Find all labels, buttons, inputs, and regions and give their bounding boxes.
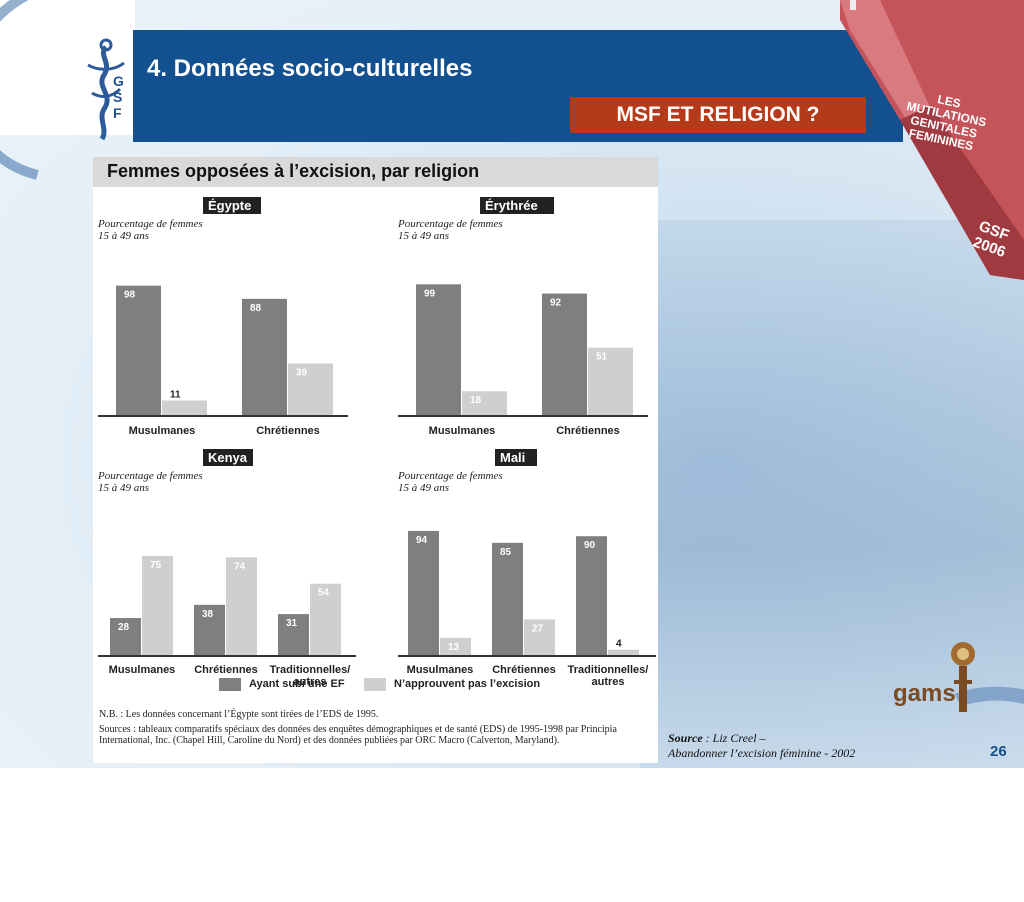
- chart-category-label: Musulmanes: [429, 425, 496, 437]
- country-label-bg: [203, 197, 261, 214]
- chart-axis-line: [398, 655, 656, 657]
- chart-category-label: Musulmanes: [109, 664, 176, 676]
- chart-bar: [116, 285, 161, 415]
- gams-figure-icon: [951, 642, 975, 712]
- country-label: Mali: [500, 450, 525, 465]
- chart-data-label: 27: [532, 623, 544, 634]
- legend-label-series2: N’approuvent pas l’excision: [394, 678, 541, 690]
- chart-category-label-line2: autres: [591, 676, 624, 688]
- chart-bar: [576, 536, 607, 655]
- chart-category-label: Chrétiennes: [194, 664, 258, 676]
- chart-data-label: 31: [286, 618, 298, 629]
- chart-bar: [110, 618, 141, 655]
- chart-category-label: Musulmanes: [129, 425, 196, 437]
- chart-bar: [408, 530, 439, 655]
- source-author: : Liz Creel –: [702, 731, 766, 745]
- chart-bar: [142, 556, 173, 655]
- chart-bar: [416, 284, 461, 415]
- chart-data-label: 75: [150, 560, 162, 571]
- source-label: Source: [668, 731, 703, 745]
- chart-data-label: 18: [470, 395, 482, 406]
- chart-axis-line: [98, 655, 356, 657]
- chart-bar: [524, 619, 555, 655]
- country-label-bg: [495, 449, 537, 466]
- panel-title: Femmes opposées à l’excision, par religi…: [93, 157, 658, 187]
- chart-data-label: 94: [416, 535, 428, 546]
- chart-data-label: 92: [550, 298, 562, 309]
- chart-panel: Femmes opposées à l’excision, par religi…: [93, 157, 658, 763]
- slide-title: 4. Données socio-culturelles: [147, 55, 473, 82]
- gsf-logo-letters: G S F: [113, 73, 124, 121]
- chart-subtitle-line2: 15 à 49 ans: [398, 230, 449, 242]
- chart-bar: [162, 400, 207, 415]
- chart-category-label-line2: autres: [293, 676, 326, 688]
- country-label-bg: [203, 449, 253, 466]
- gams-logo: gams: [893, 680, 956, 707]
- book-cover-icon: [840, 0, 1024, 280]
- chart-data-label: 88: [250, 303, 262, 314]
- country-label-bg: [480, 197, 554, 214]
- chart-data-label: 39: [296, 368, 308, 379]
- chart-bar: [288, 363, 333, 415]
- note-sources: Sources : tableaux comparatifs spéciaux …: [99, 724, 617, 746]
- chart-bar: [226, 557, 257, 655]
- chart-data-label: 74: [234, 561, 246, 572]
- chart-category-label: Chrétiennes: [492, 664, 556, 676]
- chart-bar: [462, 391, 507, 415]
- chart-data-label: 54: [318, 588, 330, 599]
- note-nb: N.B. : Les données concernant l’Égypte s…: [99, 709, 379, 720]
- chart-category-label: Chrétiennes: [256, 425, 320, 437]
- legend-label-series1: Ayant subi une EF: [249, 678, 345, 690]
- chart-data-label: 85: [500, 547, 512, 558]
- chart-data-label: 28: [118, 622, 130, 633]
- chart-bar: [608, 649, 639, 655]
- legend-swatch-series2: [364, 678, 386, 691]
- topic-badge: MSF ET RELIGION ?: [570, 97, 866, 133]
- chart-data-label: 38: [202, 609, 214, 620]
- chart-bar: [542, 293, 587, 415]
- chart-subtitle-line2: 15 à 49 ans: [98, 482, 149, 494]
- chart-category-label: Traditionnelles/: [568, 664, 649, 676]
- logo-letter-g: G: [113, 73, 124, 89]
- chart-bar: [310, 583, 341, 655]
- country-label: Érythrée: [485, 198, 538, 213]
- chart-data-label: 99: [424, 288, 436, 299]
- chart-bar: [588, 347, 633, 415]
- chart-data-label: 13: [448, 642, 460, 653]
- chart-bar: [194, 604, 225, 655]
- logo-letter-s: S: [113, 89, 123, 105]
- chart-category-label: Traditionnelles/: [270, 664, 351, 676]
- chart-data-label: 4: [616, 639, 622, 650]
- chart-subtitle-line1: Pourcentage de femmes: [97, 470, 203, 482]
- chart-bar: [278, 614, 309, 655]
- chart-subtitle-line1: Pourcentage de femmes: [397, 470, 503, 482]
- country-label: Égypte: [208, 198, 251, 213]
- chart-category-label: Chrétiennes: [556, 425, 620, 437]
- country-label: Kenya: [208, 450, 248, 465]
- chart-subtitle-line1: Pourcentage de femmes: [397, 218, 503, 230]
- logo-letter-f: F: [113, 105, 122, 121]
- chart-subtitle-line2: 15 à 49 ans: [98, 230, 149, 242]
- chart-data-label: 90: [584, 540, 596, 551]
- gsf-logo-icon: [87, 38, 125, 141]
- chart-bar: [440, 637, 471, 655]
- chart-data-label: 98: [124, 290, 136, 301]
- legend-swatch-series1: [219, 678, 241, 691]
- chart-notes: N.B. : Les données concernant l’Égypte s…: [99, 709, 654, 746]
- chart-axis-line: [398, 415, 648, 417]
- chart-data-label: 51: [596, 352, 608, 363]
- chart-bar: [492, 542, 523, 655]
- source-citation: Source : Liz Creel – Abandonner l’excisi…: [668, 731, 855, 761]
- chart-category-label: Musulmanes: [407, 664, 474, 676]
- chart-data-label: 11: [170, 389, 181, 400]
- chart-subtitle-line1: Pourcentage de femmes: [97, 218, 203, 230]
- page-number: 26: [990, 743, 1007, 760]
- chart-axis-line: [98, 415, 348, 417]
- chart-subtitle-line2: 15 à 49 ans: [398, 482, 449, 494]
- source-title: Abandonner l’excision féminine - 2002: [668, 746, 856, 760]
- chart-bar: [242, 298, 287, 415]
